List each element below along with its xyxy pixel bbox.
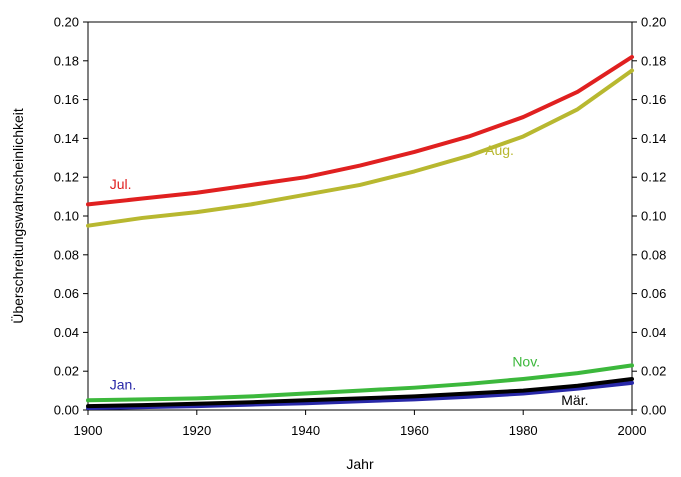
y-axis-title: Überschreitungswahrscheinlichkeit	[9, 108, 26, 324]
series-labels: Jul. Aug. Nov. Jan. Mär.	[110, 142, 589, 408]
y-tick-label-right: 0.18	[641, 53, 666, 68]
y-tick-label-left: 0.00	[54, 403, 79, 418]
y-tick-label-right: 0.12	[641, 170, 666, 185]
x-tick-label: 1980	[509, 423, 538, 438]
series-lines	[86, 54, 634, 411]
y-tick-label-left: 0.10	[54, 209, 79, 224]
y-tick-label-left: 0.12	[54, 170, 79, 185]
series-line-jan	[86, 380, 634, 411]
y-tick-label-right: 0.10	[641, 209, 666, 224]
y-tick-label-right: 0.02	[641, 364, 666, 379]
y-tick-label-right: 0.16	[641, 92, 666, 107]
series-label-jan: Jan.	[110, 377, 136, 393]
y-tick-label-right: 0.04	[641, 325, 666, 340]
y-tick-label-left: 0.18	[54, 53, 79, 68]
y-tick-label-left: 0.14	[54, 131, 79, 146]
y-tick-label-right: 0.00	[641, 403, 666, 418]
y-tick-label-left: 0.08	[54, 247, 79, 262]
y-tick-label-left: 0.02	[54, 364, 79, 379]
x-tick-label: 2000	[618, 423, 647, 438]
y-axis-right: 0.00 0.02 0.04 0.06 0.08 0.10 0.12 0.14 0.16 0.18…	[632, 15, 666, 418]
y-tick-label-left: 0.04	[54, 325, 79, 340]
x-axis: 1900 1920 1940 1960 1980 2000	[74, 410, 647, 438]
x-tick-label: 1960	[400, 423, 429, 438]
series-label-jul: Jul.	[110, 176, 132, 192]
x-tick-label: 1940	[291, 423, 320, 438]
x-tick-label: 1900	[74, 423, 103, 438]
series-line-mr	[86, 376, 634, 409]
y-tick-label-right: 0.08	[641, 247, 666, 262]
series-line-nov	[86, 363, 634, 403]
y-tick-label-left: 0.16	[54, 92, 79, 107]
series-line-jul	[86, 54, 634, 207]
y-tick-label-right: 0.20	[641, 15, 666, 30]
series-label-mr: Mär.	[561, 392, 588, 408]
series-line-aug	[86, 68, 634, 228]
y-tick-label-left: 0.06	[54, 286, 79, 301]
series-label-nov: Nov.	[512, 353, 540, 369]
y-axis-left: 0.00 0.02 0.04 0.06 0.08 0.10 0.12 0.14 0.16 0.18…	[54, 15, 88, 418]
x-axis-title: Jahr	[346, 456, 374, 472]
y-tick-label-left: 0.20	[54, 15, 79, 30]
y-tick-label-right: 0.14	[641, 131, 666, 146]
y-tick-label-right: 0.06	[641, 286, 666, 301]
x-tick-label: 1920	[182, 423, 211, 438]
series-label-aug: Aug.	[485, 142, 514, 158]
